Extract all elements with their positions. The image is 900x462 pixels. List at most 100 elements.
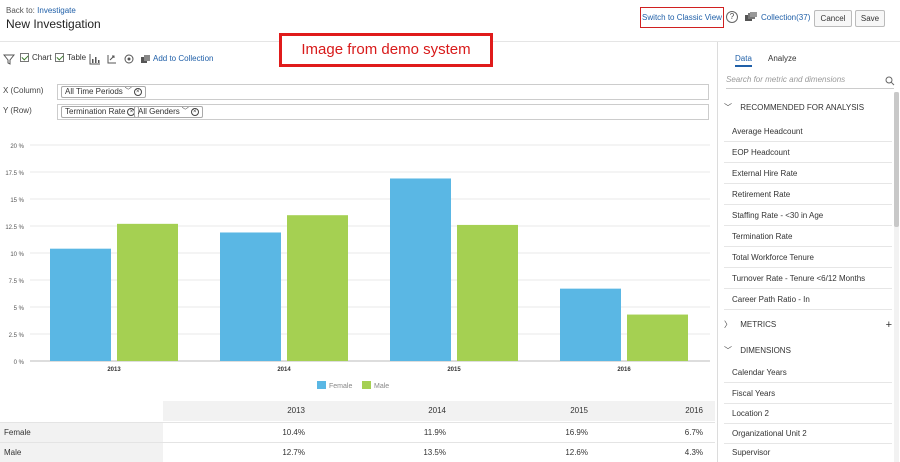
back-to-investigate-link[interactable]: Investigate bbox=[37, 6, 76, 15]
collection-link[interactable]: Collection(37) bbox=[761, 13, 811, 22]
bar-chart: 0 % 2.5 % 5 % 7.5 % 10 % 12.5 % 15 % 17.5 % 20 %… bbox=[5, 144, 710, 390]
x-tick-label: 2015 bbox=[447, 367, 461, 373]
chevron-down-icon[interactable]: ﹀ bbox=[181, 108, 189, 115]
legend-swatch-female bbox=[317, 381, 326, 389]
chevron-right-icon: 〉 bbox=[724, 320, 732, 329]
y-tick-label: 15 % bbox=[10, 198, 24, 204]
back-prefix: Back to: bbox=[6, 6, 35, 15]
search-input[interactable]: Search for metric and dimensions bbox=[726, 75, 894, 89]
x-token-time-periods[interactable]: All Time Periods ﹀ × bbox=[61, 86, 146, 98]
table-row-header: Male bbox=[0, 443, 163, 462]
filter-icon[interactable] bbox=[3, 53, 15, 65]
tab-data[interactable]: Data bbox=[735, 54, 752, 67]
metrics-section-header[interactable]: 〉 METRICS + bbox=[724, 316, 892, 334]
list-item[interactable]: External Hire Rate bbox=[724, 163, 892, 184]
table-row: Female 10.4% 11.9% 16.9% 6.7% bbox=[0, 422, 715, 443]
help-icon[interactable]: ? bbox=[726, 11, 738, 23]
y-dimension-box[interactable]: Termination Rate × All Genders ﹀ × bbox=[57, 104, 709, 120]
settings-icon[interactable] bbox=[123, 53, 135, 65]
legend-label-female: Female bbox=[329, 383, 352, 390]
table-col-header: 2016 bbox=[685, 406, 703, 415]
dimensions-section-header[interactable]: ﹀ DIMENSIONS bbox=[724, 342, 892, 360]
scrollbar-track[interactable] bbox=[894, 92, 899, 462]
list-item[interactable]: Career Path Ratio - In bbox=[724, 289, 892, 310]
bar-female-2013 bbox=[50, 248, 111, 361]
cancel-button[interactable]: Cancel bbox=[814, 10, 852, 27]
table-row: Male 12.7% 13.5% 12.6% 4.3% bbox=[0, 442, 715, 462]
swap-axes-icon[interactable] bbox=[106, 53, 118, 65]
collection-icon[interactable] bbox=[745, 12, 757, 22]
add-collection-icon[interactable] bbox=[140, 53, 152, 65]
chevron-down-icon: ﹀ bbox=[724, 103, 732, 112]
table-col-header: 2014 bbox=[428, 406, 446, 415]
bar-male-2013 bbox=[117, 223, 178, 361]
y-axis-label: Y (Row) bbox=[3, 106, 32, 115]
demo-banner: Image from demo system bbox=[279, 33, 493, 67]
list-item[interactable]: Fiscal Years bbox=[724, 383, 892, 404]
list-item[interactable]: Termination Rate bbox=[724, 226, 892, 247]
add-icon[interactable]: + bbox=[885, 319, 892, 331]
list-item[interactable]: Average Headcount bbox=[724, 121, 892, 142]
list-item[interactable]: Location 2 bbox=[724, 403, 892, 424]
table-toggle-label: Table bbox=[67, 53, 87, 62]
x-tick-label: 2016 bbox=[617, 367, 631, 373]
list-item[interactable]: Retirement Rate bbox=[724, 184, 892, 205]
x-dimension-box[interactable]: All Time Periods ﹀ × bbox=[57, 84, 709, 100]
legend-label-male: Male bbox=[374, 383, 389, 390]
list-item[interactable]: Organizational Unit 2 bbox=[724, 423, 892, 444]
x-axis-label: X (Column) bbox=[3, 86, 44, 95]
bar-male-2016 bbox=[627, 314, 688, 361]
scrollbar-thumb[interactable] bbox=[894, 92, 899, 227]
chevron-down-icon: ﹀ bbox=[724, 346, 732, 355]
x-tick-label: 2014 bbox=[277, 367, 291, 373]
recommended-section-header[interactable]: ﹀ RECOMMENDED FOR ANALYSIS bbox=[724, 99, 892, 117]
back-nav: Back to: Investigate bbox=[6, 6, 76, 15]
chevron-down-icon[interactable]: ﹀ bbox=[124, 88, 132, 95]
add-to-collection-link[interactable]: Add to Collection bbox=[153, 54, 214, 63]
list-item[interactable]: Staffing Rate - <30 in Age bbox=[724, 205, 892, 226]
y-tick-label: 10 % bbox=[10, 252, 24, 258]
table-col-header: 2013 bbox=[287, 406, 305, 415]
chart-checkbox[interactable] bbox=[20, 53, 29, 62]
remove-icon[interactable]: × bbox=[133, 88, 142, 96]
list-item[interactable]: EOP Headcount bbox=[724, 142, 892, 163]
table-row-header: Female bbox=[0, 423, 163, 443]
dimensions-title: DIMENSIONS bbox=[740, 346, 791, 355]
chart-type-icon[interactable] bbox=[89, 53, 101, 65]
table-cell: 16.9% bbox=[565, 428, 588, 437]
y-tick-label: 0 % bbox=[14, 360, 25, 366]
bar-female-2014 bbox=[220, 232, 281, 361]
toolbar: Chart Table Add to Collection bbox=[0, 50, 715, 68]
x-token-label: All Time Periods bbox=[65, 87, 123, 96]
chart-toggle-label: Chart bbox=[32, 53, 52, 62]
legend-swatch-male bbox=[362, 381, 371, 389]
y-token-label: Termination Rate bbox=[65, 107, 126, 116]
list-item[interactable]: Calendar Years bbox=[724, 362, 892, 383]
table-col-header: 2015 bbox=[570, 406, 588, 415]
y-tick-label: 5 % bbox=[14, 306, 25, 312]
save-button[interactable]: Save bbox=[855, 10, 885, 27]
bar-male-2015 bbox=[457, 224, 518, 361]
bar-male-2014 bbox=[287, 215, 348, 361]
tab-analyze[interactable]: Analyze bbox=[768, 54, 797, 63]
list-item[interactable]: Turnover Rate - Tenure <6/12 Months bbox=[724, 268, 892, 289]
list-item[interactable]: Total Workforce Tenure bbox=[724, 247, 892, 268]
remove-icon[interactable]: × bbox=[190, 108, 199, 116]
metrics-title: METRICS bbox=[740, 320, 777, 329]
switch-classic-view-link[interactable]: Switch to Classic View bbox=[640, 7, 724, 28]
chart-toggle[interactable]: Chart bbox=[20, 53, 52, 62]
table-toggle[interactable]: Table bbox=[55, 53, 86, 62]
x-tick-label: 2013 bbox=[107, 367, 121, 373]
y-tick-label: 2.5 % bbox=[9, 333, 25, 339]
y-tick-label: 12.5 % bbox=[5, 225, 24, 231]
list-item[interactable]: Supervisor bbox=[724, 442, 892, 462]
y-token-all-genders[interactable]: All Genders ﹀ × bbox=[134, 106, 203, 118]
table-cell: 12.6% bbox=[565, 448, 588, 457]
table-cell: 4.3% bbox=[684, 448, 703, 457]
page-title: New Investigation bbox=[6, 17, 101, 31]
search-icon[interactable] bbox=[885, 76, 895, 86]
y-token-termination-rate[interactable]: Termination Rate × bbox=[61, 106, 140, 118]
recommended-title: RECOMMENDED FOR ANALYSIS bbox=[740, 103, 865, 112]
table-checkbox[interactable] bbox=[55, 53, 64, 62]
table-cell: 12.7% bbox=[282, 448, 305, 457]
